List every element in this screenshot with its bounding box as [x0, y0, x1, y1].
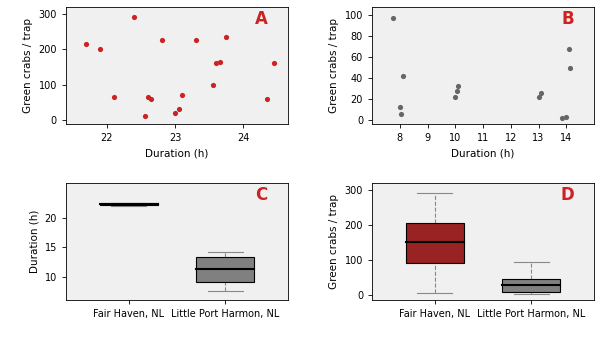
- Point: [536, 90, 546, 96]
- Point: [130, 15, 139, 20]
- Point: [157, 38, 166, 43]
- Point: [395, 105, 404, 110]
- Point: [534, 94, 544, 100]
- Text: C: C: [255, 186, 268, 204]
- Point: [557, 115, 567, 121]
- Point: [170, 110, 180, 116]
- Point: [143, 94, 153, 100]
- Bar: [196, 257, 254, 282]
- Y-axis label: Green crabs / trap: Green crabs / trap: [329, 194, 339, 289]
- Point: [174, 107, 184, 112]
- Text: A: A: [255, 10, 268, 28]
- Point: [269, 61, 279, 66]
- Point: [398, 73, 407, 79]
- Bar: [502, 279, 560, 292]
- Point: [397, 111, 406, 117]
- Point: [95, 47, 105, 52]
- Point: [177, 92, 187, 98]
- Point: [146, 96, 156, 101]
- Y-axis label: Green crabs / trap: Green crabs / trap: [23, 18, 33, 113]
- Point: [564, 46, 574, 51]
- Text: B: B: [561, 10, 574, 28]
- Point: [562, 114, 571, 120]
- Point: [451, 94, 460, 100]
- Text: D: D: [560, 186, 574, 204]
- Point: [82, 41, 91, 47]
- Point: [388, 16, 398, 21]
- Point: [109, 94, 119, 100]
- Point: [452, 88, 461, 93]
- Point: [566, 65, 575, 70]
- Y-axis label: Duration (h): Duration (h): [29, 210, 39, 273]
- Point: [191, 38, 200, 43]
- Point: [221, 34, 231, 40]
- Bar: [406, 223, 464, 263]
- Point: [454, 84, 463, 89]
- Y-axis label: Green crabs / trap: Green crabs / trap: [329, 18, 339, 113]
- Bar: [100, 203, 158, 205]
- X-axis label: Duration (h): Duration (h): [451, 149, 515, 159]
- Point: [263, 96, 272, 101]
- Point: [140, 114, 149, 119]
- Point: [215, 59, 224, 65]
- Point: [211, 61, 221, 66]
- X-axis label: Duration (h): Duration (h): [145, 149, 209, 159]
- Point: [208, 82, 218, 87]
